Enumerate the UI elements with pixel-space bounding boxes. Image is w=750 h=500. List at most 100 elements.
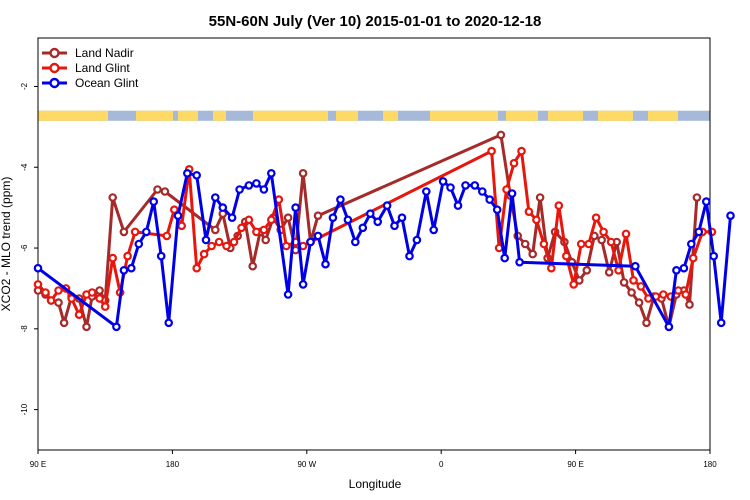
data-point xyxy=(597,235,607,245)
data-point xyxy=(350,237,360,247)
data-point xyxy=(211,193,220,202)
data-point xyxy=(74,310,84,320)
x-tick-label: 90 E xyxy=(30,460,46,469)
data-point xyxy=(67,294,76,303)
data-point xyxy=(149,197,159,206)
data-point xyxy=(237,223,246,233)
data-point xyxy=(108,253,118,263)
data-point xyxy=(134,239,144,249)
data-point xyxy=(619,278,629,287)
data-point xyxy=(515,257,524,267)
legend-item-ocean-glint: Ocean Glint xyxy=(42,76,139,90)
data-point xyxy=(686,239,696,249)
legend-marker xyxy=(49,77,60,89)
series-ocean-glint xyxy=(33,169,735,332)
x-tick-label: 180 xyxy=(703,460,717,469)
x-axis: 90 E 180 90 W 0 90 E 180 xyxy=(30,450,717,469)
land-mask-segment xyxy=(178,110,198,121)
land-mask-segment xyxy=(383,110,398,121)
data-point xyxy=(192,171,202,180)
legend-label: Ocean Glint xyxy=(75,76,139,90)
data-point xyxy=(54,298,63,307)
data-point xyxy=(726,211,735,221)
data-point xyxy=(59,318,69,328)
data-point xyxy=(41,288,50,297)
data-point xyxy=(112,322,121,332)
y-axis: -2 -4 -6 -8 -10 xyxy=(20,82,38,415)
data-point xyxy=(313,231,323,241)
data-point xyxy=(524,207,534,217)
land-mask-band-ocean xyxy=(38,110,710,121)
data-point xyxy=(259,185,269,194)
data-point xyxy=(244,181,254,190)
land-mask-segment xyxy=(213,110,226,121)
data-point xyxy=(546,263,556,273)
data-point xyxy=(520,239,530,249)
data-point xyxy=(177,221,187,231)
data-point xyxy=(627,288,636,297)
data-point xyxy=(461,181,470,190)
data-point xyxy=(248,261,258,271)
data-point xyxy=(87,288,97,297)
data-point xyxy=(582,265,592,275)
data-point xyxy=(142,227,151,237)
land-mask-segment xyxy=(430,110,498,121)
data-point xyxy=(313,211,323,221)
data-point xyxy=(95,286,104,295)
x-tick-label: 0 xyxy=(439,460,444,469)
data-point xyxy=(500,253,510,263)
data-point xyxy=(446,183,455,192)
data-point xyxy=(211,225,220,235)
data-point xyxy=(156,251,166,261)
y-tick-label: -6 xyxy=(20,244,29,252)
data-point xyxy=(509,158,519,168)
data-point xyxy=(130,227,140,237)
data-point xyxy=(405,251,414,261)
data-point xyxy=(373,217,383,227)
data-point xyxy=(222,241,231,251)
data-point xyxy=(658,290,668,299)
data-point xyxy=(127,263,136,273)
data-point xyxy=(266,169,276,178)
legend-item-land-glint: Land Glint xyxy=(42,61,130,75)
land-mask-segment xyxy=(136,110,173,121)
land-mask-segment xyxy=(548,110,583,121)
data-point xyxy=(229,237,239,247)
y-tick-label: -8 xyxy=(20,325,29,333)
data-point xyxy=(382,201,392,210)
data-point xyxy=(554,201,564,210)
data-point xyxy=(33,280,43,289)
data-point xyxy=(664,322,674,332)
chart-title: 55N-60N July (Ver 10) 2015-01-01 to 2020… xyxy=(209,13,542,30)
data-point xyxy=(298,169,308,178)
y-tick-label: -10 xyxy=(20,403,29,415)
data-point xyxy=(283,213,293,223)
data-point xyxy=(54,286,63,295)
data-point xyxy=(453,201,463,210)
data-point xyxy=(517,146,526,156)
data-point xyxy=(591,213,601,223)
data-point xyxy=(604,267,614,277)
data-point xyxy=(634,298,644,307)
data-point xyxy=(365,209,375,219)
data-point xyxy=(477,187,487,196)
legend-label: Land Glint xyxy=(75,61,130,75)
data-point xyxy=(235,185,244,194)
data-point xyxy=(709,251,719,261)
data-point xyxy=(170,205,179,215)
land-mask-segment xyxy=(598,110,633,121)
data-point xyxy=(123,251,132,261)
data-point xyxy=(252,179,261,188)
data-point xyxy=(100,302,110,311)
data-point xyxy=(281,241,291,251)
data-point xyxy=(46,296,56,305)
data-point xyxy=(574,276,584,285)
land-mask-band-land xyxy=(38,110,678,121)
land-mask-segment xyxy=(253,110,328,121)
data-point xyxy=(561,251,571,261)
land-mask-segment xyxy=(648,110,678,121)
data-point xyxy=(227,213,237,223)
y-tick-label: -4 xyxy=(20,163,29,171)
data-point xyxy=(576,239,586,249)
